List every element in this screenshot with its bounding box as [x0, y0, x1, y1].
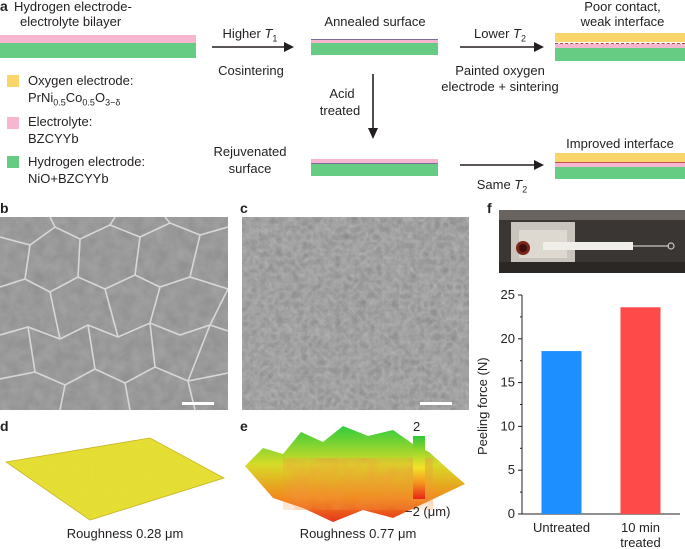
surface-map-untreated [4, 437, 226, 521]
y-tick-label: 20 [501, 331, 515, 346]
acid-label-line2: treated [319, 103, 361, 118]
rejuvenated-label-line2: surface [228, 161, 272, 176]
y-tick-label: 0 [508, 506, 515, 521]
legend-oxygen-name: Oxygen electrode: [28, 73, 134, 88]
poor-label-line2: weak interface [580, 14, 665, 29]
sem-image-annealed [0, 217, 228, 410]
step1-top-label: Higher T1 [222, 26, 278, 44]
acid-label-line1: Acid [329, 86, 355, 101]
colorbar-max-label: 2 [413, 419, 421, 434]
improved-interface-line [555, 162, 685, 163]
improved-electrolyte-layer [555, 163, 685, 167]
rejuvenated-label-line1: Rejuvenated [213, 144, 287, 159]
improved-label: Improved interface [566, 136, 674, 151]
step2-bottom-line2: electrode + sintering [441, 79, 559, 94]
x-category-label: 10 min [621, 520, 660, 535]
legend-swatch-hydrogen [7, 156, 19, 168]
step2-bottom-line1: Painted oxygen [455, 63, 545, 78]
step2-arrow [460, 42, 544, 52]
legend-electrolyte-detail: BZCYYb [28, 131, 79, 146]
bar-untreated [541, 351, 582, 514]
acid-arrow [368, 74, 378, 139]
panel-f-label: f [487, 200, 492, 216]
bilayer-hydrogen-layer [0, 43, 196, 58]
panel-e-label: e [240, 418, 248, 434]
legend-swatch-electrolyte [7, 117, 19, 129]
improved-oxygen-layer [555, 153, 685, 162]
improved-hydrogen-layer [555, 167, 685, 179]
rejuvenated-surface-line [311, 163, 438, 164]
poor-gap-dashed-line [555, 43, 685, 44]
step1-arrow [212, 42, 294, 52]
poor-oxygen-layer [555, 33, 685, 42]
chart-ylabel: Peeling force (N) [475, 357, 490, 455]
step2-top-label: Lower T2 [474, 26, 526, 44]
rejuvenated-electrolyte-layer [311, 159, 438, 164]
panel-a-label: a [0, 0, 8, 14]
annealed-hydrogen-layer [311, 43, 438, 55]
surface-map-treated [245, 426, 465, 522]
scale-bar-b [182, 402, 214, 405]
legend-hydrogen-detail: NiO+BZCYYb [28, 171, 109, 186]
poor-electrolyte-layer [555, 44, 685, 48]
sem-image-treated [242, 217, 469, 410]
y-tick-label: 15 [501, 375, 515, 390]
panel-d-label: d [0, 418, 9, 434]
y-tick-label: 5 [508, 462, 515, 477]
bilayer-electrolyte-layer [0, 35, 196, 43]
legend-hydrogen-name: Hydrogen electrode: [28, 154, 146, 169]
colorbar-min-label: −2 (μm) [405, 504, 451, 519]
annealed-surface-line [311, 39, 438, 40]
bilayer-title-line2: electrolyte bilayer [20, 14, 122, 29]
colorbar [413, 436, 425, 499]
step3-bottom-label: Same T2 [476, 177, 528, 195]
scale-bar-c [420, 402, 452, 405]
roughness-d-label: Roughness 0.28 μm [66, 526, 184, 541]
annealed-label: Annealed surface [324, 14, 426, 29]
step1-bottom-label: Cosintering [218, 63, 284, 78]
y-tick-label: 10 [501, 418, 515, 433]
poor-hydrogen-layer [555, 48, 685, 61]
poor-label-line1: Poor contact, [584, 0, 661, 14]
x-category-label: treated [620, 535, 660, 549]
roughness-e-label: Roughness 0.77 μm [299, 526, 417, 541]
peel-test-photo [499, 210, 685, 273]
panel-b-label: b [0, 200, 9, 216]
legend-oxygen-formula: PrNi0.5Co0.5O3−δ [28, 90, 121, 108]
legend-electrolyte-name: Electrolyte: [28, 114, 93, 129]
panel-c-label: c [240, 200, 248, 216]
annealed-electrolyte-layer [311, 39, 438, 43]
bar-treated [620, 307, 661, 514]
bilayer-title-line1: Hydrogen electrode- [14, 0, 132, 14]
x-category-label: Untreated [533, 520, 590, 535]
rejuvenated-hydrogen-layer [311, 164, 438, 176]
y-tick-label: 25 [501, 287, 515, 302]
step3-arrow [460, 160, 544, 170]
legend-swatch-oxygen [7, 75, 19, 87]
